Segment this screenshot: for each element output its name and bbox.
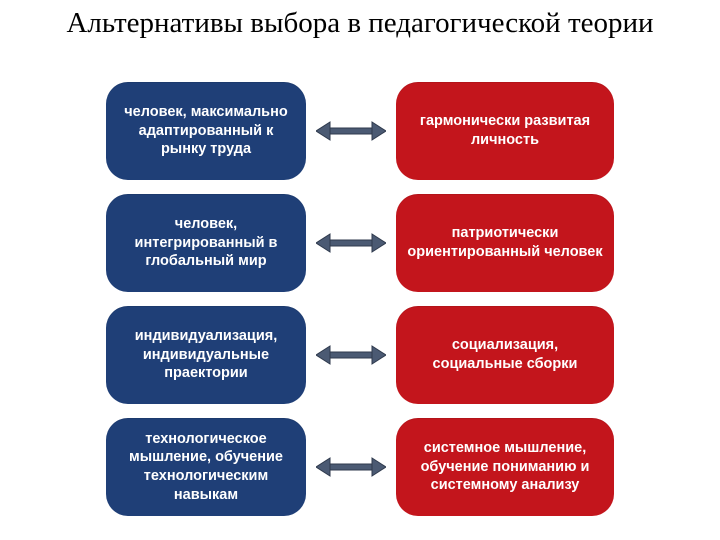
alternatives-grid: человек, максимально адаптированный к ры… bbox=[0, 82, 720, 530]
left-box: индивидуализация, индивидуальные праекто… bbox=[106, 306, 306, 404]
double-arrow-icon bbox=[306, 342, 396, 368]
right-box: патриотически ориентированный человек bbox=[396, 194, 614, 292]
right-box: гармонически развитая личность bbox=[396, 82, 614, 180]
right-box: социализация, социальные сборки bbox=[396, 306, 614, 404]
alternative-row: технологическое мышление, обучение техно… bbox=[0, 418, 720, 516]
alternative-row: индивидуализация, индивидуальные праекто… bbox=[0, 306, 720, 404]
double-arrow-icon bbox=[306, 230, 396, 256]
double-arrow-icon bbox=[306, 118, 396, 144]
left-box: технологическое мышление, обучение техно… bbox=[106, 418, 306, 516]
left-box: человек, интегрированный в глобальный ми… bbox=[106, 194, 306, 292]
alternative-row: человек, интегрированный в глобальный ми… bbox=[0, 194, 720, 292]
slide-title: Альтернативы выбора в педагогической тео… bbox=[0, 6, 720, 40]
slide: Альтернативы выбора в педагогической тео… bbox=[0, 0, 720, 540]
left-box: человек, максимально адаптированный к ры… bbox=[106, 82, 306, 180]
alternative-row: человек, максимально адаптированный к ры… bbox=[0, 82, 720, 180]
right-box: системное мышление, обучение пониманию и… bbox=[396, 418, 614, 516]
double-arrow-icon bbox=[306, 454, 396, 480]
